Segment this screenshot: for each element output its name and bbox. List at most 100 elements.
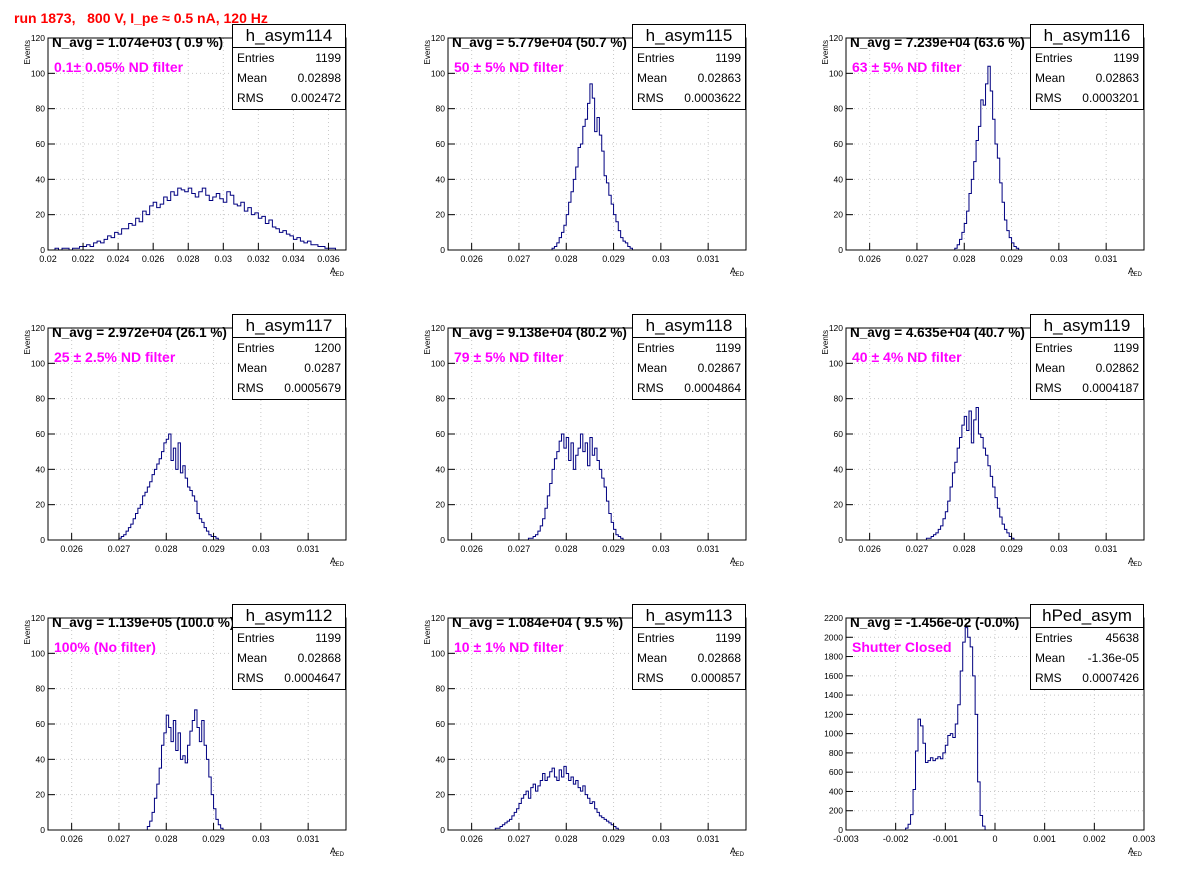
x-tick-label: 0.026 (142, 254, 165, 264)
stats-value: 0.02868 (697, 651, 741, 665)
y-axis-label: Events (821, 40, 830, 64)
x-axis-label: A (1128, 266, 1134, 276)
x-tick-label: 0.029 (1000, 254, 1023, 264)
filter-label: 63 ± 5% ND filter (852, 59, 962, 75)
y-tick-label: 100 (31, 68, 45, 78)
stats-row: Entries 45638 (1035, 628, 1139, 648)
y-tick-label: 200 (829, 806, 843, 816)
x-axis-label-sub: LED (332, 272, 344, 278)
stats-value: 45638 (1105, 631, 1139, 645)
y-tick-label: 0 (440, 245, 445, 255)
x-tick-label: 0.031 (697, 254, 720, 264)
stats-box: hPed_asym Entries 45638 Mean -1.36e-05 RMS 0.0… (1030, 604, 1144, 690)
y-tick-label: 80 (436, 394, 446, 404)
stats-key: Mean (637, 361, 668, 375)
stats-value: 1200 (314, 341, 341, 355)
x-axis-label-sub: LED (1130, 562, 1142, 568)
stats-key: RMS (637, 381, 664, 395)
stats-value: 0.0003622 (684, 91, 741, 105)
histogram-name: h_asym117 (233, 315, 345, 338)
histogram-line (527, 433, 624, 540)
x-axis-label-sub: LED (1130, 852, 1142, 858)
x-tick-label: 0.003 (1133, 834, 1156, 844)
y-tick-label: 1800 (824, 652, 843, 662)
histogram-panel: 0.026 0.027 0.028 0.029 0.03 0.031 0 20 40 60 80 10… (23, 314, 347, 568)
histogram-name: h_asym119 (1031, 315, 1143, 338)
stats-row: Mean 0.02898 (237, 68, 341, 88)
y-tick-label: 0 (40, 245, 45, 255)
y-tick-label: 40 (834, 174, 844, 184)
stats-box: h_asym112 Entries 1199 Mean 0.02868 RMS 0.0004… (232, 604, 346, 690)
y-tick-label: 0 (838, 245, 843, 255)
histogram-name: hPed_asym (1031, 605, 1143, 628)
x-tick-label: 0.026 (460, 544, 483, 554)
x-tick-label: 0.028 (155, 834, 178, 844)
stats-value: 1199 (315, 51, 341, 65)
histogram-svg: 0.026 0.027 0.028 0.029 0.03 0.031 0 20 40 60 80 10… (821, 323, 1145, 568)
filter-label: 40 ± 4% ND filter (852, 349, 962, 365)
x-tick-label: 0.026 (60, 834, 83, 844)
navg-label: N_avg = 4.635e+04 (40.7 %) (850, 325, 1025, 340)
stats-value: 0.002472 (290, 91, 341, 105)
stats-row: RMS 0.0003622 (637, 88, 741, 108)
x-tick-label: 0.029 (602, 834, 625, 844)
histogram-panel: 0.026 0.027 0.028 0.029 0.03 0.031 0 20 40 60 80 10… (821, 24, 1145, 278)
histogram-line (905, 627, 986, 830)
stats-value: 0.0004647 (284, 671, 341, 685)
y-tick-label: 1000 (824, 729, 843, 739)
x-tick-label: 0.001 (1033, 834, 1056, 844)
stats-key: Entries (637, 341, 675, 355)
histogram-line (494, 765, 619, 830)
stats-row: Entries 1199 (237, 48, 341, 68)
x-tick-label: 0.02 (39, 254, 57, 264)
stats-value: 0.02863 (1095, 71, 1139, 85)
x-axis-label: A (330, 266, 336, 276)
y-tick-label: 40 (834, 464, 844, 474)
y-tick-label: 1200 (824, 709, 843, 719)
y-axis-label: Events (821, 330, 830, 354)
x-tick-label: 0.028 (953, 544, 976, 554)
x-axis-label-sub: LED (332, 562, 344, 568)
stats-value: 0.0004864 (684, 381, 741, 395)
stats-key: Entries (1035, 341, 1073, 355)
stats-row: RMS 0.0005679 (237, 378, 341, 398)
x-tick-label: 0.031 (1095, 254, 1118, 264)
stats-key: RMS (1035, 671, 1062, 685)
histogram-line (118, 433, 219, 540)
histogram-panel: 0.02 0.022 0.024 0.026 0.028 0.03 0.032 0.034 0.… (23, 24, 347, 278)
x-tick-label: -0.001 (933, 834, 959, 844)
x-tick-label: 0.03 (652, 834, 670, 844)
histogram-panel: 0.026 0.027 0.028 0.029 0.03 0.031 0 20 40 60 80 10… (23, 604, 347, 858)
x-tick-label: 0.028 (155, 544, 178, 554)
stats-row: RMS 0.0004864 (637, 378, 741, 398)
x-axis-label: A (730, 846, 736, 856)
x-tick-label: 0.029 (202, 834, 225, 844)
stats-value: 1199 (1113, 51, 1139, 65)
x-tick-label: 0.028 (177, 254, 200, 264)
x-tick-label: 0.034 (282, 254, 305, 264)
histogram-name: h_asym112 (233, 605, 345, 628)
stats-key: Entries (237, 51, 275, 65)
stats-key: RMS (1035, 91, 1062, 105)
y-tick-label: 20 (36, 500, 46, 510)
y-tick-label: 60 (436, 719, 446, 729)
y-tick-label: 60 (436, 429, 446, 439)
stats-row: Mean 0.02868 (237, 648, 341, 668)
y-tick-label: 120 (829, 323, 843, 333)
y-axis-label: Events (23, 330, 32, 354)
histogram-name: h_asym118 (633, 315, 745, 338)
navg-label: N_avg = 7.239e+04 (63.6 %) (850, 35, 1025, 50)
stats-row: Entries 1199 (1035, 338, 1139, 358)
y-tick-label: 2200 (824, 613, 843, 623)
y-tick-label: 120 (31, 613, 45, 623)
page-title: run 1873, 800 V, I_pe ≈ 0.5 nA, 120 Hz (14, 10, 268, 26)
histogram-panel: 0.026 0.027 0.028 0.029 0.03 0.031 0 20 40 60 80 10… (423, 24, 747, 278)
y-tick-label: 80 (36, 104, 46, 114)
x-axis-label: A (1128, 846, 1134, 856)
navg-label: N_avg = 9.138e+04 (80.2 %) (452, 325, 627, 340)
x-tick-label: 0.031 (297, 834, 320, 844)
stats-key: Mean (1035, 651, 1066, 665)
y-tick-label: 80 (834, 394, 844, 404)
y-tick-label: 800 (829, 748, 843, 758)
x-axis-label: A (1128, 556, 1134, 566)
